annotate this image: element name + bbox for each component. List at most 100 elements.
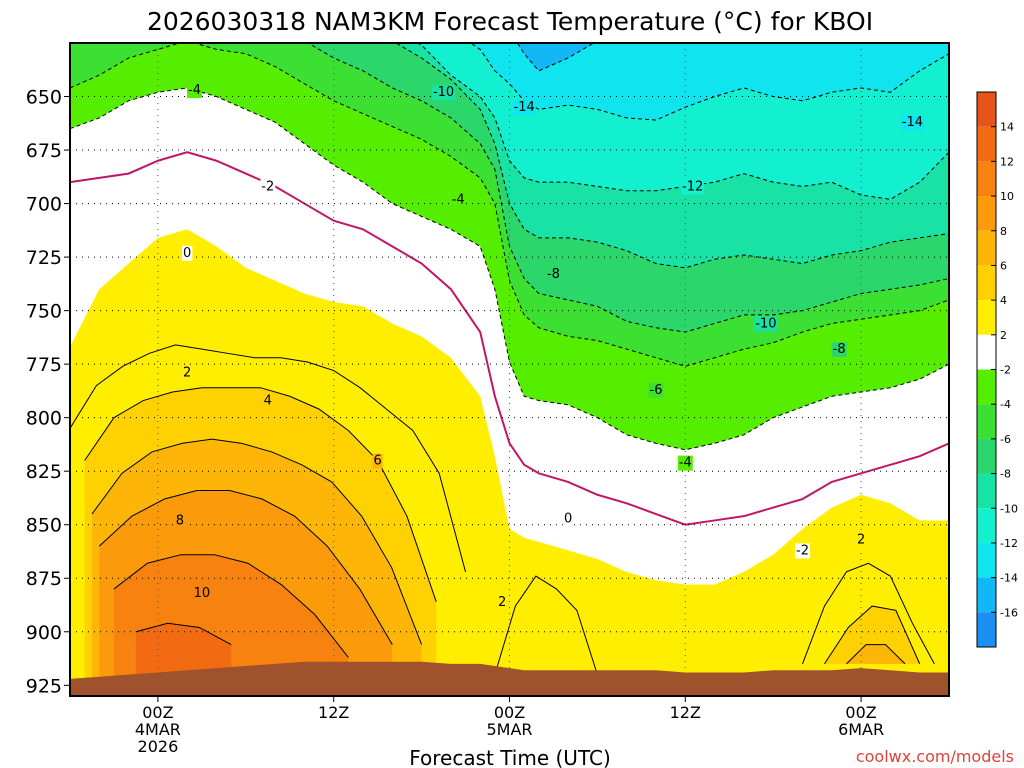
contour-label-bg bbox=[431, 85, 456, 101]
y-tick-label: 800 bbox=[26, 408, 62, 430]
y-tick-label: 725 bbox=[26, 247, 62, 269]
contour-label-bg bbox=[262, 393, 273, 409]
contour-label: 2 bbox=[183, 366, 191, 381]
colorbar-swatch bbox=[977, 577, 996, 613]
colorbar-swatch bbox=[977, 230, 996, 266]
contour-label: 4 bbox=[264, 394, 272, 409]
contour-label-bg bbox=[545, 267, 561, 283]
colorbar-tick-label: 12 bbox=[1000, 155, 1014, 168]
colorbar-swatch bbox=[977, 438, 996, 474]
colorbar-tick-label: -6 bbox=[1000, 433, 1011, 446]
chart-title: 2026030318 NAM3KM Forecast Temperature (… bbox=[147, 7, 873, 36]
contour-line bbox=[135, 622, 232, 646]
colorbar-tick-label: -12 bbox=[1000, 537, 1018, 550]
colorbar-swatch bbox=[977, 334, 996, 370]
contour-label: -8 bbox=[547, 267, 560, 282]
y-tick-label: 900 bbox=[26, 622, 62, 644]
contour-label-bg bbox=[182, 245, 193, 261]
contour-line bbox=[91, 438, 423, 645]
contour-label: 0 bbox=[564, 511, 572, 526]
grid-lines bbox=[70, 43, 949, 696]
contour-label-bg bbox=[648, 382, 664, 398]
colorbar-swatch bbox=[977, 92, 996, 127]
contour-label-bg bbox=[372, 453, 383, 469]
x-tick-label: 00Z bbox=[845, 703, 876, 722]
contour-line bbox=[113, 554, 349, 658]
contour-label-bg bbox=[182, 365, 193, 381]
colorbar-tick-label: 4 bbox=[1000, 294, 1007, 307]
contour-label: -4 bbox=[188, 83, 201, 98]
colorbar-tick-label: -4 bbox=[1000, 398, 1011, 411]
x-tick-label: 6MAR bbox=[838, 720, 884, 739]
colorbar-tick-label: -8 bbox=[1000, 468, 1011, 481]
contour-label-bg bbox=[174, 513, 186, 529]
colorbar-swatch bbox=[977, 196, 996, 231]
y-tick-label: 750 bbox=[26, 301, 62, 323]
plot-area: -4 -2 -4 -10 -14 -14 -12 -8 -10 -8 -6 -4 -2 0 0 2 2 2 4 6 8 1… bbox=[70, 43, 949, 696]
contour-label: 6 bbox=[374, 453, 382, 468]
contour-label: 2 bbox=[857, 533, 865, 548]
contour-label-bg bbox=[795, 543, 810, 559]
band-fill bbox=[824, 606, 920, 664]
x-tick-label: 12Z bbox=[318, 703, 349, 722]
contour-label: -4 bbox=[679, 456, 692, 471]
contour-label-bg bbox=[497, 594, 508, 610]
contour-label: -10 bbox=[755, 316, 776, 331]
x-tick-label: 12Z bbox=[670, 703, 701, 722]
contour-line bbox=[416, 43, 949, 200]
y-tick-label: 850 bbox=[26, 515, 62, 537]
contour-label: 10 bbox=[194, 586, 211, 601]
colorbar-tick-label: 2 bbox=[1000, 329, 1007, 342]
colorbar-swatch bbox=[977, 404, 996, 439]
x-tick-label: 00Z bbox=[494, 703, 525, 722]
colorbar-swatch bbox=[977, 126, 996, 162]
contour-line bbox=[98, 489, 393, 645]
contour-label: -4 bbox=[452, 192, 465, 207]
contour-labels: -4 -2 -4 -10 -14 -14 -12 -8 -10 -8 -6 -4 -2 0 0 2 2 2 4 6 8 1… bbox=[174, 83, 924, 610]
y-tick-label: 650 bbox=[26, 87, 62, 109]
colorbar-tick-label: -14 bbox=[1000, 572, 1018, 585]
contour-line bbox=[70, 87, 949, 451]
colorbar-swatch bbox=[977, 161, 996, 197]
contour-line bbox=[846, 644, 906, 665]
x-tick-label: 5MAR bbox=[486, 720, 532, 739]
contour-label: -10 bbox=[433, 85, 454, 100]
contour-label-bg bbox=[831, 342, 847, 358]
contour-label: -2 bbox=[796, 543, 809, 558]
contour-label-bg bbox=[512, 100, 536, 116]
abovefreezing-contours bbox=[70, 344, 935, 675]
subfreezing-contours bbox=[70, 43, 949, 451]
colorbar-swatch bbox=[977, 369, 996, 405]
contour-label-bg bbox=[450, 192, 466, 208]
contour-label-bg bbox=[754, 316, 778, 332]
contour-label-bg bbox=[562, 511, 574, 527]
y-tick-label: 875 bbox=[26, 568, 62, 590]
freezing-line bbox=[70, 151, 949, 526]
colorbar-swatch bbox=[977, 473, 996, 509]
colorbar-swatch bbox=[977, 300, 996, 335]
colorbar-swatch bbox=[977, 612, 996, 647]
contour-label-bg bbox=[900, 115, 924, 131]
colorbar-swatch bbox=[977, 265, 996, 301]
colorbar-tick-label: -16 bbox=[1000, 606, 1018, 619]
x-axis-label: Forecast Time (UTC) bbox=[409, 746, 611, 768]
y-tick-label: 675 bbox=[26, 140, 62, 162]
x-tick-label: 2026 bbox=[138, 737, 179, 756]
colorbar-swatch bbox=[977, 542, 996, 578]
contour-label: -12 bbox=[682, 179, 703, 194]
contour-line bbox=[494, 575, 598, 675]
colorbar-tick-label: 8 bbox=[1000, 225, 1007, 238]
ground-terrain bbox=[70, 661, 949, 696]
colorbar-tick-label: 6 bbox=[1000, 259, 1007, 272]
y-tick-label: 775 bbox=[26, 354, 62, 376]
contour-line bbox=[70, 344, 467, 572]
contour-label: -6 bbox=[650, 383, 663, 398]
y-tick-label: 825 bbox=[26, 461, 62, 483]
colorbar-tick-label: 10 bbox=[1000, 190, 1014, 203]
contour-label-bg bbox=[187, 83, 203, 99]
contour-label-bg bbox=[192, 586, 212, 602]
colorbar-tick-label: 14 bbox=[1000, 121, 1014, 134]
y-tick-label: 700 bbox=[26, 194, 62, 216]
